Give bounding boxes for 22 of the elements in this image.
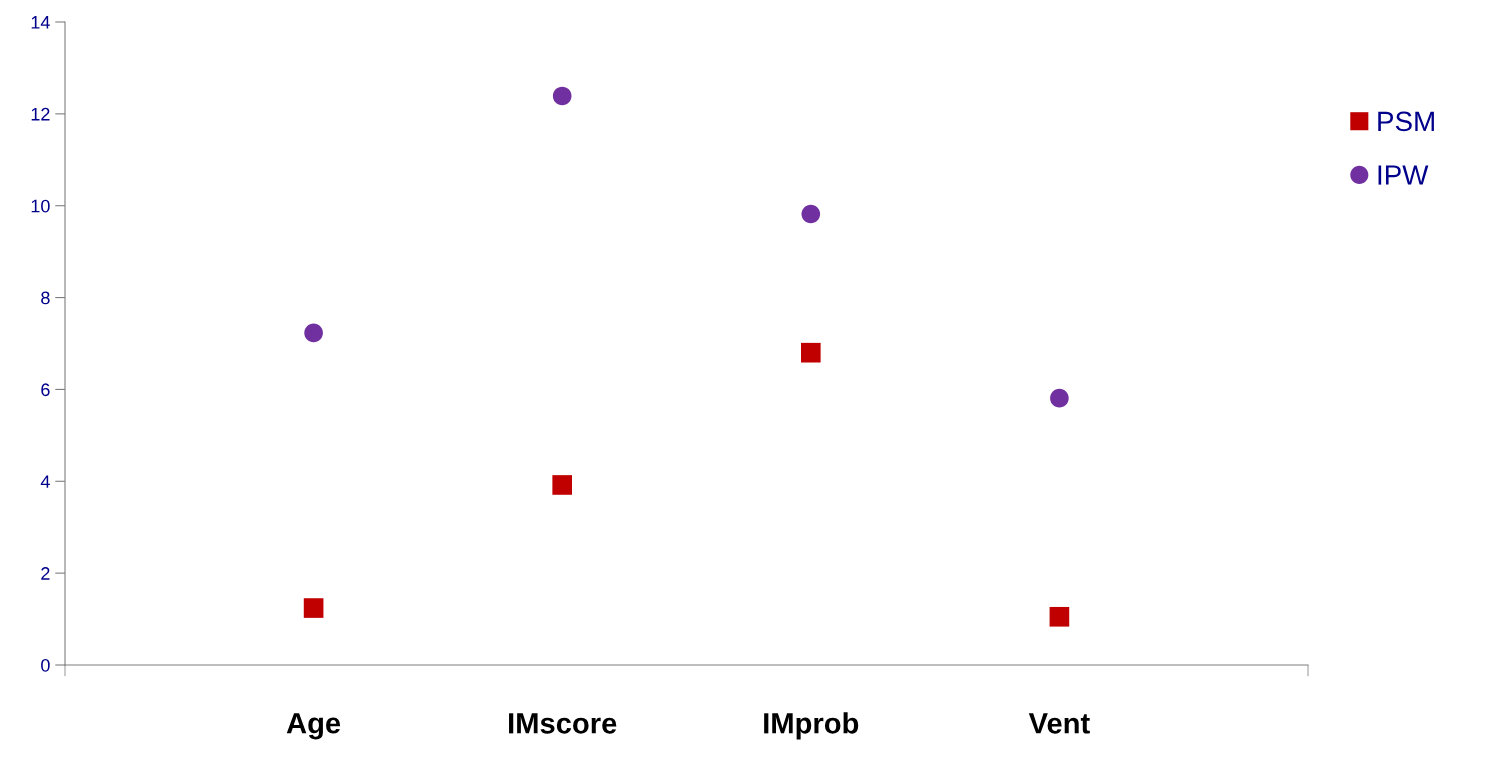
point (552, 475, 573, 495)
x-tick-label: Age (286, 713, 341, 740)
point (801, 204, 821, 224)
x-tick-label: IMscore (509, 713, 617, 734)
x-tick-label: Vent (1028, 713, 1090, 734)
legend-label: IPW (1378, 165, 1429, 185)
y-tick-label: 0 (41, 658, 50, 672)
point (800, 342, 821, 363)
point (303, 598, 324, 618)
x-tick-label: IMprob (764, 712, 859, 740)
y-tick-label: 14 (31, 16, 50, 29)
point (1049, 606, 1070, 627)
y-tick-label: 6 (41, 383, 50, 397)
y-tick-label: 8 (41, 291, 50, 305)
point (1050, 388, 1069, 408)
legend-label: PSM (1378, 111, 1434, 132)
point (552, 86, 572, 106)
point (304, 323, 323, 343)
y-tick-label: 2 (41, 567, 50, 580)
y-tick-label: 4 (40, 475, 50, 488)
y-tick-label: 12 (31, 107, 50, 121)
y-tick-label: 10 (31, 199, 50, 213)
